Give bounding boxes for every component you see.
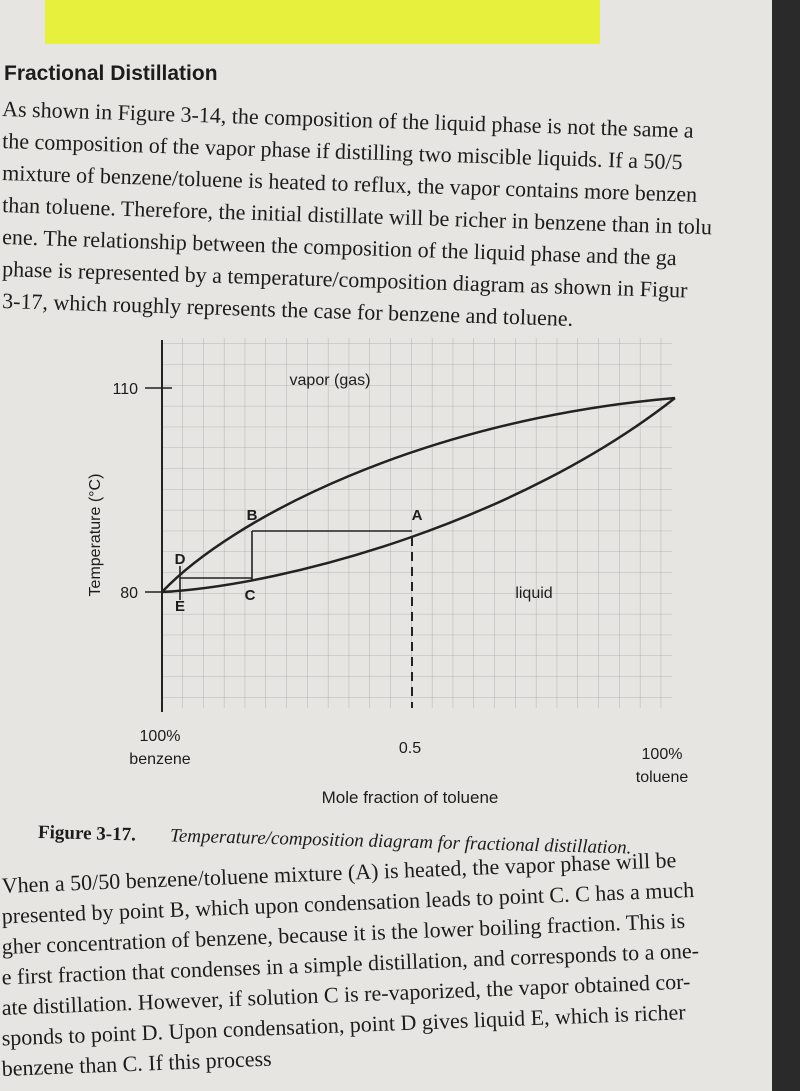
x-label: toluene — [636, 769, 689, 786]
x-label: 100% — [140, 728, 181, 745]
x-axis-label: Mole fraction of toluene — [322, 788, 499, 807]
x-label: 0.5 — [399, 740, 421, 757]
x-label: benzene — [129, 751, 190, 768]
y-tick-label: 110 — [112, 381, 138, 398]
point-label: B — [247, 507, 258, 524]
page-edge — [772, 0, 800, 1091]
sticky-note — [45, 0, 600, 44]
tie-lines — [179, 530, 412, 600]
caption-number: Figure 3-17. — [38, 822, 136, 846]
point-label: D — [175, 551, 186, 568]
y-axis-label: Temperature (°C) — [87, 474, 104, 597]
point-label: A — [412, 507, 423, 524]
region-label: liquid — [515, 585, 552, 602]
x-label: 100% — [642, 746, 683, 763]
point-label: C — [245, 587, 256, 604]
y-tick-label: 80 — [120, 585, 138, 602]
vapor-curve — [161, 396, 676, 593]
diagram: 110 80 Temperature (°C) vapor (gas) liqu… — [87, 338, 688, 807]
liquid-curve — [161, 397, 676, 594]
section-title: Fractional Distillation — [4, 62, 218, 85]
grid — [162, 338, 672, 708]
point-label: E — [175, 598, 185, 615]
region-label: vapor (gas) — [290, 372, 371, 389]
